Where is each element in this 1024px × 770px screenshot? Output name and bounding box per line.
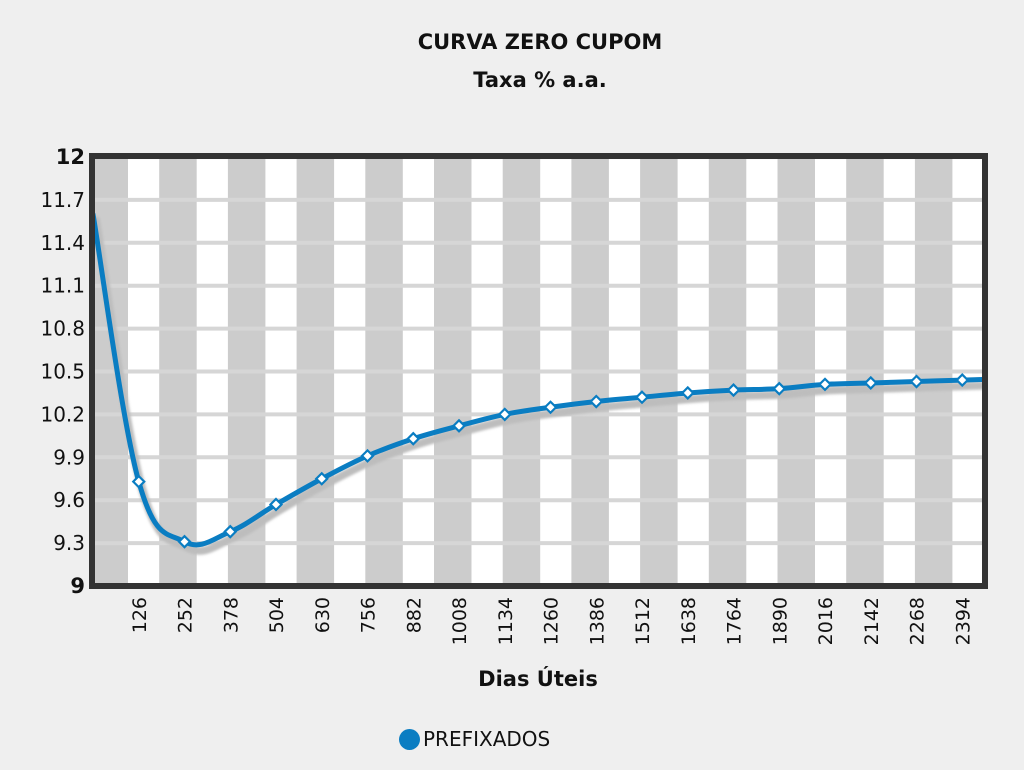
data-point-marker[interactable] — [406, 431, 421, 446]
x-tick-label: 756 — [358, 597, 380, 633]
data-point-marker[interactable] — [543, 400, 558, 415]
x-axis-ticks: 126 252 378 504 630 756 882 1008 1134 1260 1386 151… — [129, 597, 975, 645]
series-line-prefixados — [95, 212, 982, 548]
data-point-marker[interactable] — [451, 418, 467, 433]
x-tick-label: 2142 — [861, 597, 883, 645]
x-tick-label: 2016 — [815, 597, 837, 645]
data-point-marker[interactable] — [589, 394, 604, 409]
plot-frame — [89, 153, 988, 589]
data-point-marker[interactable] — [268, 497, 284, 512]
x-tick-label: 504 — [266, 597, 288, 633]
data-point-marker[interactable] — [360, 448, 375, 463]
x-tick-label: 378 — [220, 597, 242, 633]
x-tick-label: 2394 — [952, 597, 974, 645]
y-tick-label: 10.5 — [40, 360, 85, 384]
y-tick-label: 10.8 — [40, 317, 85, 341]
x-tick-label: 1638 — [678, 597, 700, 645]
x-tick-label: 1260 — [541, 597, 563, 645]
data-point-marker[interactable] — [955, 373, 970, 388]
y-tick-label: 10.2 — [40, 402, 85, 426]
y-tick-label: 12 — [56, 145, 85, 169]
y-tick-label: 9.9 — [53, 445, 85, 469]
legend[interactable]: PREFIXADOS — [399, 727, 550, 751]
series-layer — [95, 212, 982, 555]
x-tick-label: 1134 — [495, 597, 517, 645]
data-point-marker[interactable] — [772, 381, 787, 396]
series-shadow — [95, 216, 982, 555]
data-point-marker[interactable] — [909, 374, 924, 389]
data-point-marker[interactable] — [314, 471, 329, 486]
y-tick-label: 11.1 — [40, 274, 85, 298]
x-tick-label: 252 — [175, 597, 197, 633]
x-tick-label: 1008 — [449, 597, 471, 645]
data-point-marker[interactable] — [497, 407, 512, 422]
x-tick-label: 1764 — [724, 597, 746, 645]
legend-marker-icon — [399, 728, 420, 750]
y-tick-label: 11.4 — [40, 231, 85, 255]
data-point-marker[interactable] — [177, 534, 192, 549]
x-tick-label: 126 — [129, 597, 151, 633]
data-point-marker[interactable] — [817, 377, 833, 392]
x-tick-label: 1386 — [586, 597, 608, 645]
x-tick-label: 1512 — [632, 597, 654, 645]
x-tick-label: 882 — [403, 597, 425, 633]
x-tick-label: 1890 — [769, 597, 791, 645]
data-point-marker[interactable] — [131, 474, 146, 489]
data-point-marker[interactable] — [863, 375, 878, 390]
data-point-marker[interactable] — [680, 385, 695, 401]
chart-subtitle: Taxa % a.a. — [473, 68, 607, 92]
y-tick-label: 9 — [70, 574, 85, 598]
legend-label-prefixados: PREFIXADOS — [423, 727, 551, 751]
data-point-marker[interactable] — [726, 383, 741, 398]
x-tick-label: 630 — [312, 597, 334, 633]
y-tick-label: 9.6 — [53, 488, 85, 512]
x-tick-label: 2268 — [907, 597, 929, 645]
chart-title: CURVA ZERO CUPOM — [417, 30, 663, 54]
x-axis-title: Dias Úteis — [478, 666, 598, 691]
data-point-marker[interactable] — [223, 524, 238, 539]
data-point-marker[interactable] — [634, 390, 650, 405]
y-axis-ticks: 12 11.7 11.4 11.1 10.8 10.5 10.2 9.9 9.6 9.3 9 — [40, 145, 85, 598]
y-tick-label: 9.3 — [53, 531, 85, 555]
y-tick-label: 11.7 — [40, 188, 85, 212]
